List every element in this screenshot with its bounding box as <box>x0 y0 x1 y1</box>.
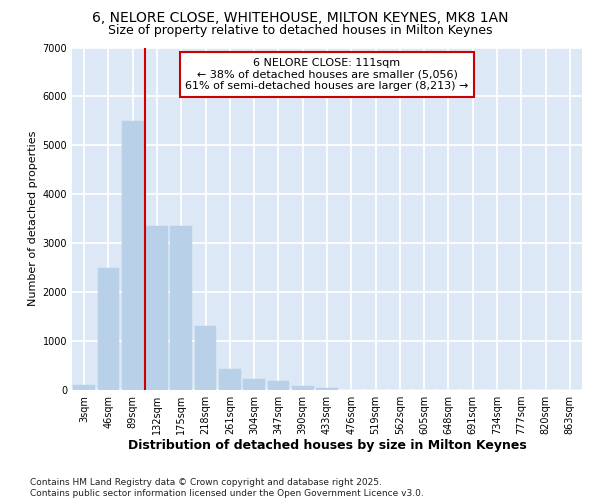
Bar <box>146 226 168 390</box>
Bar <box>316 388 338 390</box>
Text: Contains HM Land Registry data © Crown copyright and database right 2025.
Contai: Contains HM Land Registry data © Crown c… <box>30 478 424 498</box>
Bar <box>292 386 314 390</box>
Bar <box>243 379 265 390</box>
Y-axis label: Number of detached properties: Number of detached properties <box>28 131 38 306</box>
Bar <box>219 370 241 390</box>
Bar <box>170 226 192 390</box>
Text: Size of property relative to detached houses in Milton Keynes: Size of property relative to detached ho… <box>108 24 492 37</box>
Text: 6 NELORE CLOSE: 111sqm
← 38% of detached houses are smaller (5,056)
61% of semi-: 6 NELORE CLOSE: 111sqm ← 38% of detached… <box>185 58 469 91</box>
Bar <box>73 385 95 390</box>
Bar <box>194 326 217 390</box>
Text: 6, NELORE CLOSE, WHITEHOUSE, MILTON KEYNES, MK8 1AN: 6, NELORE CLOSE, WHITEHOUSE, MILTON KEYN… <box>92 11 508 25</box>
Bar <box>122 121 143 390</box>
Bar <box>97 268 119 390</box>
X-axis label: Distribution of detached houses by size in Milton Keynes: Distribution of detached houses by size … <box>128 438 526 452</box>
Bar <box>268 381 289 390</box>
